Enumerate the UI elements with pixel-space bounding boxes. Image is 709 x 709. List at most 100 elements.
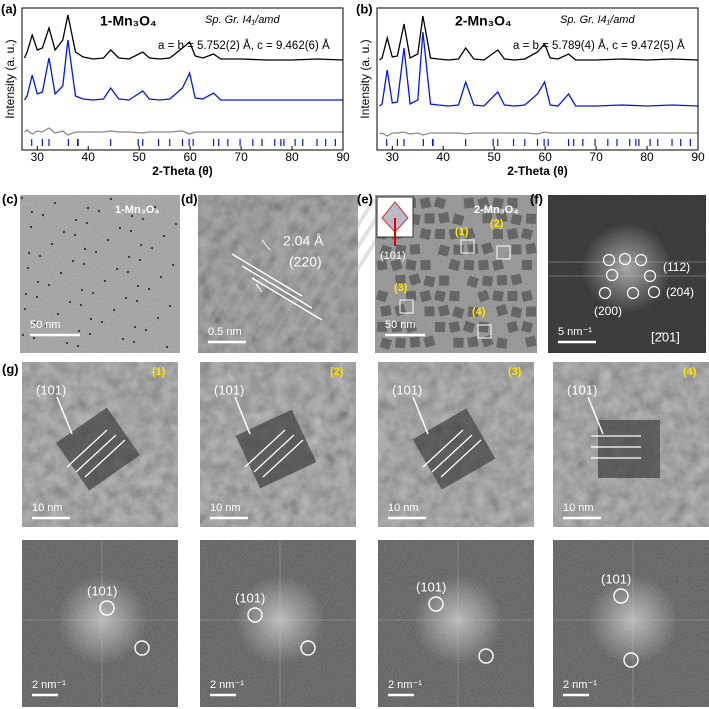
scale-label: 10 nm: [563, 502, 594, 514]
particle-dot: [118, 226, 122, 230]
fft-spot-ring: [247, 607, 263, 623]
nanocrystal: [478, 259, 489, 271]
particle-dot: [71, 259, 75, 263]
plot-frame: [21, 7, 344, 151]
x-tick-label: 90: [336, 150, 350, 164]
nanocrystal: [492, 290, 504, 302]
nanocrystal: [524, 335, 537, 348]
particle-dot: [106, 238, 110, 242]
nanocrystal: [481, 275, 494, 287]
fringe-marker: [244, 429, 286, 468]
particle-dot: [74, 218, 78, 222]
nanocrystal: [491, 258, 505, 272]
particle-dot: [24, 292, 28, 296]
fft-spot-ring: [134, 640, 150, 656]
nanocrystal: [482, 212, 493, 224]
particle-dot: [79, 303, 83, 307]
nanocrystal: [525, 242, 537, 255]
particle-dot: [115, 267, 119, 271]
nanocrystal: [510, 306, 523, 319]
plane-arrow: [56, 396, 73, 435]
nanocrystal: [521, 259, 533, 271]
particle-dot: [112, 308, 116, 312]
nanocrystal: [511, 244, 522, 255]
nanocrystal: [477, 196, 490, 210]
fringe-marker: [241, 265, 313, 309]
x-tick-label: 60: [183, 150, 197, 164]
nanocrystal: [390, 258, 403, 272]
particle-dot: [147, 287, 151, 291]
nanocrystal: [424, 213, 435, 224]
lattice-annotation: a = b = 5.789(4) Å, c = 9.472(5) Å: [513, 39, 685, 52]
region-box: [477, 324, 492, 339]
plane-label: (101): [214, 382, 244, 397]
nanocrystal: [506, 228, 519, 240]
nanocrystal: [433, 289, 447, 303]
nanocrystal: [394, 274, 406, 286]
nanocrystal: [423, 275, 436, 288]
x-tick-label: 30: [31, 150, 45, 164]
particle-dot: [103, 279, 107, 283]
particle-dot: [162, 234, 166, 238]
chart-title: 2-Mn₃O₄: [455, 13, 512, 29]
nanocrystal: [481, 241, 494, 255]
particle-dot: [30, 210, 34, 214]
fringe-marker: [422, 429, 464, 468]
nanocrystal: [463, 197, 475, 209]
plane-label: (101): [392, 382, 422, 397]
nanocrystal: [462, 320, 476, 334]
fft-glow: [235, 575, 325, 665]
scale-label: 10 nm: [388, 502, 419, 514]
panel-label: (e): [357, 191, 373, 206]
fft-spot-ring: [602, 253, 616, 267]
particle-dot: [26, 266, 30, 270]
x-tick-label: 50: [133, 150, 147, 164]
spot-label: (112): [663, 260, 690, 274]
particle-dot: [44, 324, 48, 328]
fringe-marker: [251, 277, 323, 321]
x-tick-label: 80: [640, 150, 654, 164]
nanocrystal: [380, 305, 392, 317]
particle-dot: [91, 291, 95, 295]
particle-dot: [38, 254, 42, 258]
scale-label: 2 nm⁻¹: [210, 679, 244, 691]
nanocrystal: [449, 290, 460, 302]
particle-dot: [47, 283, 51, 287]
particle-dot: [50, 242, 54, 246]
region-label: (3): [394, 282, 408, 294]
fft-spot-ring: [647, 285, 661, 299]
panel-label: (g): [2, 361, 19, 376]
nanocrystal: [521, 290, 533, 302]
nanocrystal: [376, 259, 388, 271]
nanocrystal: [467, 306, 479, 318]
fft-plane-label: (101): [235, 590, 265, 605]
particle-dot: [56, 312, 60, 316]
plane-label: (101): [36, 382, 66, 397]
fringe-marker: [262, 439, 304, 478]
scale-label: 50 nm: [385, 319, 416, 331]
lattice-fringe: [254, 198, 348, 342]
plot-frame: [376, 7, 699, 151]
particle-dot: [80, 288, 84, 292]
panel-label: (c): [2, 191, 18, 206]
particle-dot: [77, 329, 81, 333]
particle-tag: (4): [683, 366, 697, 378]
particle-dot: [109, 197, 113, 201]
d-spacing: 2.04 Å: [283, 233, 324, 249]
nanocrystal: [408, 273, 422, 286]
particle-dot: [68, 300, 72, 304]
axis-label: (101): [380, 250, 406, 262]
particle-dot: [126, 270, 130, 274]
nanocrystal: [492, 228, 504, 240]
fringe-marker: [253, 434, 295, 473]
x-tick-label: 30: [386, 150, 400, 164]
particle-dot: [21, 333, 25, 337]
xrd-curve: [379, 15, 699, 61]
particle-dot: [150, 246, 154, 250]
particle-tag: (2): [330, 366, 344, 378]
fringe-marker: [66, 429, 108, 468]
plane-arrow: [412, 396, 429, 435]
scale-label: 10 nm: [32, 502, 63, 514]
nanocrystal: [405, 259, 417, 271]
particle-dot: [133, 325, 137, 329]
